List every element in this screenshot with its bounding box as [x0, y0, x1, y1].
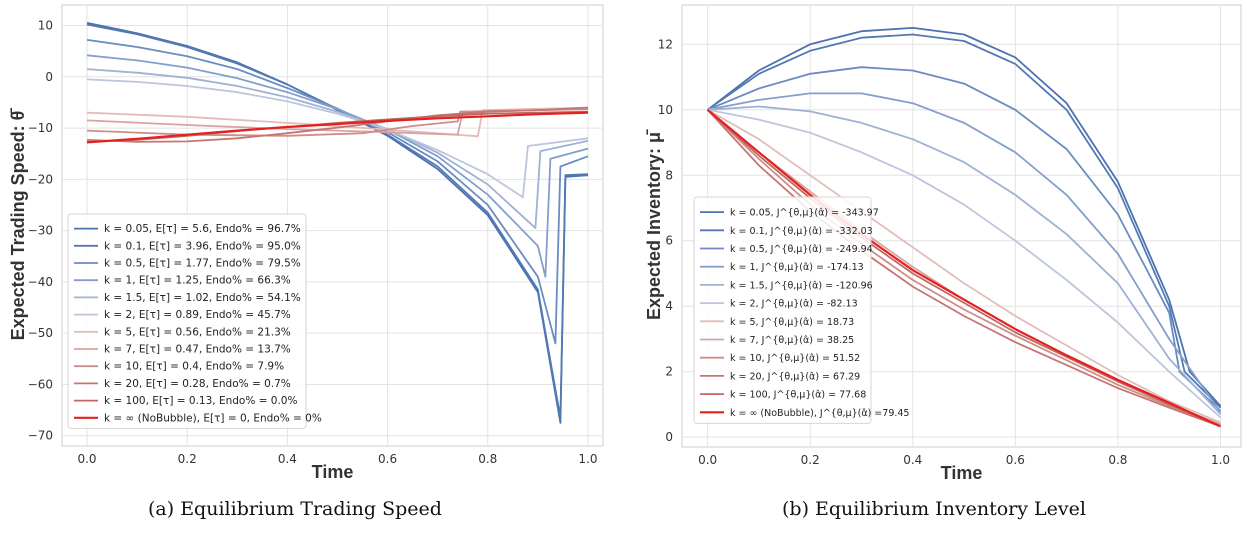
y-tick-label: 2	[665, 365, 673, 379]
legend-entry: k = 100, E[τ] = 0.13, Endo% = 0.0%	[104, 395, 297, 407]
legend-entry: k = 0.05, E[τ] = 5.6, Endo% = 96.7%	[104, 223, 301, 235]
y-tick-label: −20	[28, 172, 53, 186]
legend-entry: k = 1, E[τ] = 1.25, Endo% = 66.3%	[104, 275, 291, 287]
legend: k = 0.05, J^{θ,μ}(α̂) = -343.97 k = 0.1, …	[693, 196, 909, 424]
legend-entry: k = 1, J^{θ,μ}(α̂) = -174.13	[730, 262, 864, 273]
x-tick-label: 0.4	[278, 452, 297, 466]
x-tick-label: 0.2	[178, 452, 197, 466]
x-tick-label: 1.0	[1211, 453, 1230, 467]
y-tick-label: 10	[38, 19, 53, 33]
y-tick-label: 10	[658, 103, 673, 117]
x-tick-label: 0.0	[698, 453, 717, 467]
series-line-4	[707, 92, 1222, 414]
legend-entry: k = 5, E[τ] = 0.56, Endo% = 21.3%	[104, 326, 291, 338]
legend-entry: k = 2, E[τ] = 0.89, Endo% = 45.7%	[104, 309, 291, 321]
y-tick-label: −10	[28, 121, 53, 135]
x-tick-label: 0.6	[1006, 453, 1025, 467]
series-line-12	[706, 108, 1221, 428]
y-tick-label: −40	[28, 275, 53, 289]
legend-entry: k = 0.05, J^{θ,μ}(α̂) = -343.97	[730, 208, 879, 219]
series-line-10	[86, 106, 589, 143]
x-tick-label: 0.4	[903, 453, 922, 467]
y-tick-label: 0	[665, 430, 673, 444]
caption-left: (a) Equilibrium Trading Speed	[148, 498, 442, 520]
y-tick-label: 0	[45, 70, 53, 84]
y-tick-label: 4	[665, 299, 673, 313]
y-axis-label: Expected Inventory: μ̄	[644, 129, 664, 320]
series-line-11	[707, 109, 1221, 428]
series-line-2	[86, 23, 589, 419]
y-tick-label: −70	[28, 429, 53, 443]
chart-2: 0.0 0.2 0.4 0.6 0.8 1.0 0 2 4 6 8 10 12 Time Expected …	[644, 4, 1242, 483]
y-tick-label: −30	[28, 224, 53, 238]
x-axis-label: Time	[312, 462, 354, 482]
legend-entry: k = 100, J^{θ,μ}(α̂) = 77.68	[730, 390, 866, 401]
legend-entry: k = ∞ (NoBubble), E[τ] = 0, Endo% = 0%	[104, 412, 322, 424]
legend-box	[67, 213, 307, 429]
legend-entry: k = 0.1, J^{θ,μ}(α̂) = -332.03	[730, 226, 873, 237]
series-line-1	[86, 22, 589, 424]
series-line-5	[707, 105, 1222, 415]
x-tick-label: 0.8	[478, 452, 497, 466]
x-tick-label: 0.6	[378, 452, 397, 466]
chart-1: 0.0 0.2 0.4 0.6 0.8 1.0 10 0 −10 −20 −30 −40 −50 −60 −…	[8, 4, 604, 482]
series-line-3	[707, 66, 1222, 412]
legend-entry: k = 20, E[τ] = 0.28, Endo% = 0.7%	[104, 378, 291, 390]
legend-entry: k = 20, J^{θ,μ}(α̂) = 67.29	[730, 371, 860, 382]
legend-entry: k = 10, J^{θ,μ}(α̂) = 51.52	[730, 353, 860, 364]
x-axis-label: Time	[941, 463, 983, 483]
legend-entry: k = ∞ (NoBubble), J^{θ,μ}(α̂) =79.45	[730, 408, 909, 419]
legend-entry: k = 10, E[τ] = 0.4, Endo% = 7.9%	[104, 361, 284, 373]
x-tick-label: 0.0	[77, 452, 96, 466]
y-tick-label: −60	[28, 377, 53, 391]
caption-right: (b) Equilibrium Inventory Level	[782, 498, 1086, 520]
legend-entry: k = 0.5, J^{θ,μ}(α̂) = -249.94	[730, 244, 873, 255]
legend-entry: k = 7, J^{θ,μ}(α̂) = 38.25	[730, 335, 854, 346]
y-tick-label: −50	[28, 326, 53, 340]
x-tick-label: 0.2	[801, 453, 820, 467]
legend-entry: k = 0.5, E[τ] = 1.77, Endo% = 79.5%	[104, 258, 301, 270]
legend-entry: k = 0.1, E[τ] = 3.96, Endo% = 95.0%	[104, 240, 301, 252]
series-line-2	[707, 33, 1222, 409]
y-axis-label: Expected Trading Speed: θ̄	[8, 108, 28, 341]
legend-entry: k = 5, J^{θ,μ}(α̂) = 18.73	[730, 317, 854, 328]
series-line-12	[86, 111, 589, 144]
legend-entry: k = 7, E[τ] = 0.47, Endo% = 13.7%	[104, 344, 291, 356]
y-tick-label: 12	[658, 37, 673, 51]
legend-box	[693, 196, 872, 424]
legend: k = 0.05, E[τ] = 5.6, Endo% = 96.7% k = 0…	[67, 213, 322, 429]
figure: 0.0 0.2 0.4 0.6 0.8 1.0 10 0 −10 −20 −30 −40 −50 −60 −…	[8, 4, 1242, 483]
legend-entry: k = 2, J^{θ,μ}(α̂) = -82.13	[730, 299, 858, 310]
x-tick-label: 1.0	[578, 452, 597, 466]
series-line-1	[707, 27, 1222, 407]
legend-entry: k = 1.5, J^{θ,μ}(α̂) = -120.96	[730, 280, 873, 291]
series-line-9	[706, 109, 1221, 427]
x-tick-label: 0.8	[1108, 453, 1127, 467]
y-tick-label: 8	[665, 168, 673, 182]
series-line-6	[707, 108, 1222, 419]
series-line-10	[706, 109, 1221, 428]
y-tick-label: 6	[665, 234, 673, 248]
legend-entry: k = 1.5, E[τ] = 1.02, Endo% = 54.1%	[104, 292, 301, 304]
series-line-7	[707, 109, 1221, 424]
